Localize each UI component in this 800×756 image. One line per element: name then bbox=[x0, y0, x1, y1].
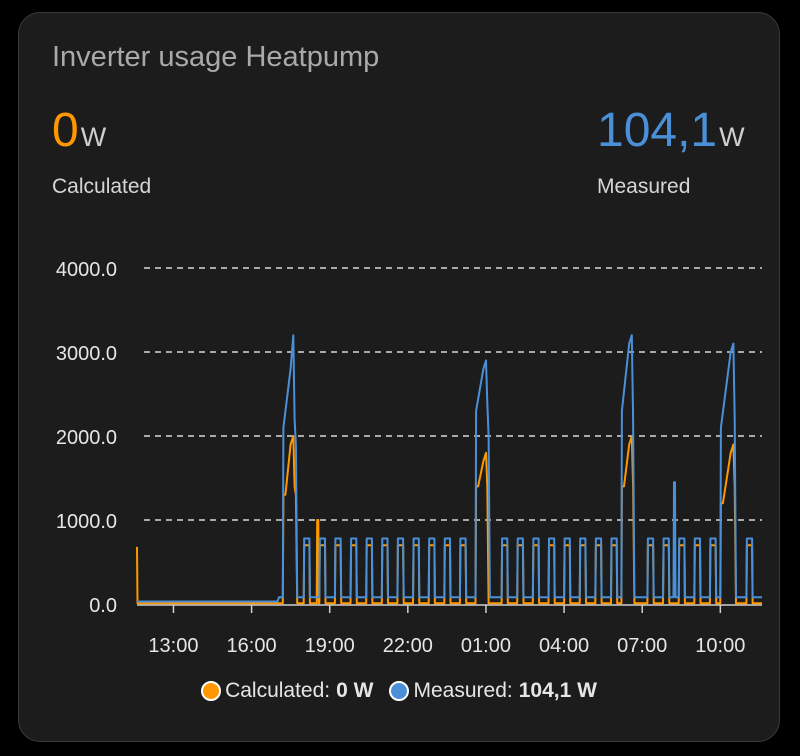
card-title: Inverter usage Heatpump bbox=[52, 41, 380, 73]
legend-label-calculated: Calculated bbox=[225, 679, 325, 702]
x-tick-label-7: 10:00 bbox=[695, 635, 745, 657]
calculated-stat[interactable]: 0W Calculated bbox=[52, 105, 151, 199]
calculated-value: 0 bbox=[52, 104, 79, 157]
measured-value: 104,1 bbox=[597, 104, 718, 157]
measured-stat[interactable]: 104,1W Measured bbox=[597, 105, 749, 199]
legend-item-calculated[interactable]: Calculated: 0 W bbox=[201, 679, 373, 703]
measured-unit: W bbox=[719, 122, 745, 152]
legend-dot-calculated-icon bbox=[201, 681, 222, 701]
calculated-label: Calculated bbox=[52, 175, 152, 198]
x-tick-label-0: 13:00 bbox=[148, 635, 198, 657]
x-tick-label-1: 16:00 bbox=[227, 635, 277, 657]
y-tick-label-1: 1000.0 bbox=[56, 511, 117, 533]
x-tick-label-6: 07:00 bbox=[617, 635, 667, 657]
x-tick-label-3: 22:00 bbox=[383, 635, 433, 657]
calculated-unit: W bbox=[80, 122, 107, 152]
y-tick-label-2: 2000.0 bbox=[56, 427, 117, 449]
x-tick-label-5: 04:00 bbox=[539, 635, 589, 657]
x-tick-label-2: 19:00 bbox=[305, 635, 355, 657]
chart-legend: Calculated: 0 W Measured: 104,1 W bbox=[19, 679, 779, 703]
legend-value-calculated: 0 W bbox=[336, 679, 374, 702]
series-line-measured bbox=[137, 334, 762, 603]
measured-label: Measured bbox=[597, 175, 691, 198]
legend-label-measured: Measured bbox=[413, 679, 507, 702]
power-chart[interactable]: 0.0 1000.0 2000.0 3000.0 4000.0 13:00 16:00 19:… bbox=[19, 13, 781, 673]
legend-value-measured: 104,1 W bbox=[518, 679, 597, 702]
y-tick-label-4: 4000.0 bbox=[56, 259, 117, 281]
legend-item-measured[interactable]: Measured: 104,1 W bbox=[389, 679, 597, 703]
x-tick-label-4: 01:00 bbox=[461, 635, 511, 657]
y-tick-label-0: 0.0 bbox=[89, 595, 117, 617]
y-tick-label-3: 3000.0 bbox=[56, 343, 117, 365]
legend-dot-measured-icon bbox=[389, 681, 410, 701]
inverter-usage-card: Inverter usage Heatpump 0W Calculated 10… bbox=[18, 12, 780, 742]
